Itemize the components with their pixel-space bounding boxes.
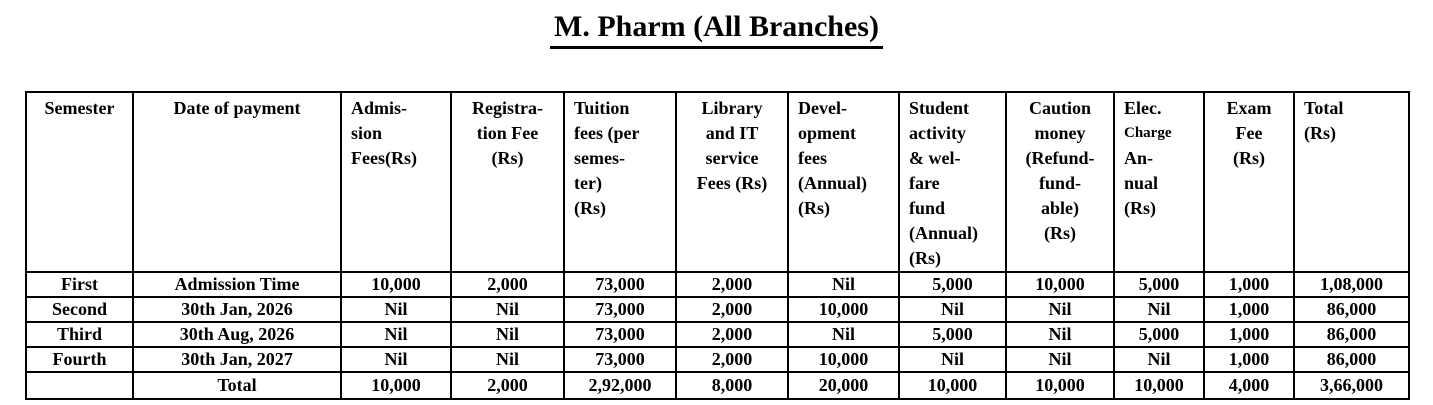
col-header-admission-fees: Admis- sion Fees(Rs) [340, 91, 452, 273]
table-cell: Admission Time [132, 271, 342, 298]
table-cell: 86,000 [1293, 296, 1410, 323]
table-cell: 5,000 [1113, 321, 1205, 348]
table-cell: Nil [340, 296, 452, 323]
table-cell: 30th Jan, 2026 [132, 296, 342, 323]
table-cell: Nil [1113, 296, 1205, 323]
table-cell: 5,000 [898, 271, 1007, 298]
table-cell: 1,000 [1203, 271, 1295, 298]
col-header-total: Total (Rs) [1293, 91, 1410, 273]
table-cell: 4,000 [1203, 371, 1295, 400]
table-cell: 30th Jan, 2027 [132, 346, 342, 373]
col-header-caution-money: Caution money (Refund- fund- able) (Rs) [1005, 91, 1115, 273]
col-header-elec-charge-annual: Elec. Charge An- nual (Rs) [1113, 91, 1205, 273]
table-cell: 73,000 [563, 346, 677, 373]
table-cell: 10,000 [898, 371, 1007, 400]
col-header-registration-fee: Registra- tion Fee (Rs) [450, 91, 565, 273]
table-cell: 2,000 [675, 271, 789, 298]
table-cell: 10,000 [787, 296, 900, 323]
table-cell: 5,000 [898, 321, 1007, 348]
table-cell: 10,000 [1005, 271, 1115, 298]
table-cell: 1,08,000 [1293, 271, 1410, 298]
col-header-tuition-fees: Tuition fees (per semes- ter) (Rs) [563, 91, 677, 273]
table-cell: Second [25, 296, 134, 323]
table-cell: 86,000 [1293, 346, 1410, 373]
table-cell: 8,000 [675, 371, 789, 400]
col-header-student-activity-welfare-fund: Student activity & wel- fare fund (Annua… [898, 91, 1007, 273]
table-cell: Nil [1005, 296, 1115, 323]
table-cell: 1,000 [1203, 321, 1295, 348]
table-cell: 2,000 [675, 296, 789, 323]
table-body: First Admission Time 10,000 2,000 73,000… [25, 271, 1410, 400]
table-cell: Fourth [25, 346, 134, 373]
table-cell: 2,000 [675, 346, 789, 373]
table-cell: 10,000 [340, 271, 452, 298]
table-cell: Nil [898, 296, 1007, 323]
col-header-date-of-payment: Date of payment [132, 91, 342, 273]
table-cell: Nil [787, 321, 900, 348]
header-row: Semester Date of payment Admis- sion Fee… [25, 91, 1410, 273]
table-cell: 86,000 [1293, 321, 1410, 348]
table-cell: 73,000 [563, 271, 677, 298]
table-cell: 10,000 [340, 371, 452, 400]
table-cell: 10,000 [1113, 371, 1205, 400]
table-cell: First [25, 271, 134, 298]
col-header-semester: Semester [25, 91, 134, 273]
table-cell: 1,000 [1203, 296, 1295, 323]
table-cell: 10,000 [787, 346, 900, 373]
table-cell: 73,000 [563, 321, 677, 348]
table-cell: Nil [340, 346, 452, 373]
table-cell: Nil [340, 321, 452, 348]
table-cell-total-label: Total [132, 371, 342, 400]
table-row-first: First Admission Time 10,000 2,000 73,000… [25, 271, 1410, 298]
table-cell: Nil [1113, 346, 1205, 373]
col-header-exam-fee: Exam Fee (Rs) [1203, 91, 1295, 273]
table-row-second: Second 30th Jan, 2026 Nil Nil 73,000 2,0… [25, 296, 1410, 323]
table-cell: 2,92,000 [563, 371, 677, 400]
table-cell: 2,000 [675, 321, 789, 348]
table-cell: Third [25, 321, 134, 348]
page-title-text: M. Pharm (All Branches) [550, 9, 883, 49]
table-cell: 2,000 [450, 271, 565, 298]
table-cell: 2,000 [450, 371, 565, 400]
page-title: M. Pharm (All Branches) [0, 9, 1433, 49]
table-cell [25, 371, 134, 400]
table-cell: Nil [450, 346, 565, 373]
table-cell: 1,000 [1203, 346, 1295, 373]
table-cell: Nil [898, 346, 1007, 373]
table-cell: 30th Aug, 2026 [132, 321, 342, 348]
fees-table: Semester Date of payment Admis- sion Fee… [25, 91, 1410, 400]
table-cell: Nil [450, 321, 565, 348]
table-cell: 3,66,000 [1293, 371, 1410, 400]
table-row-third: Third 30th Aug, 2026 Nil Nil 73,000 2,00… [25, 321, 1410, 348]
table-row-fourth: Fourth 30th Jan, 2027 Nil Nil 73,000 2,0… [25, 346, 1410, 373]
table-cell: Nil [1005, 346, 1115, 373]
table-cell: 5,000 [1113, 271, 1205, 298]
table-cell: 10,000 [1005, 371, 1115, 400]
col-header-library-it-service-fees: Library and IT service Fees (Rs) [675, 91, 789, 273]
table-cell: Nil [1005, 321, 1115, 348]
table-header: Semester Date of payment Admis- sion Fee… [25, 91, 1410, 273]
table-cell: 20,000 [787, 371, 900, 400]
col-header-development-fees: Devel- opment fees (Annual) (Rs) [787, 91, 900, 273]
table-cell: Nil [450, 296, 565, 323]
table-row-total: Total 10,000 2,000 2,92,000 8,000 20,000… [25, 371, 1410, 400]
table-cell: Nil [787, 271, 900, 298]
table-cell: 73,000 [563, 296, 677, 323]
